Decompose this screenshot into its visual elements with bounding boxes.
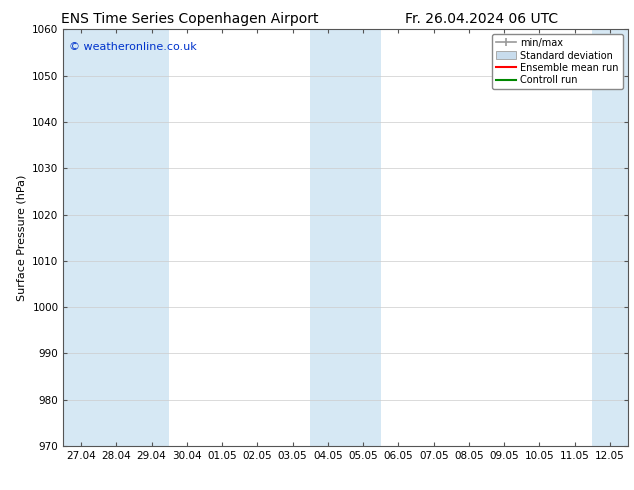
Y-axis label: Surface Pressure (hPa): Surface Pressure (hPa) <box>16 174 27 301</box>
Text: © weatheronline.co.uk: © weatheronline.co.uk <box>69 42 197 52</box>
Bar <box>310 29 346 446</box>
Bar <box>99 29 134 446</box>
Text: ENS Time Series Copenhagen Airport: ENS Time Series Copenhagen Airport <box>61 12 319 26</box>
Bar <box>63 29 99 446</box>
Bar <box>592 29 628 446</box>
Legend: min/max, Standard deviation, Ensemble mean run, Controll run: min/max, Standard deviation, Ensemble me… <box>492 34 623 89</box>
Bar <box>346 29 381 446</box>
Text: Fr. 26.04.2024 06 UTC: Fr. 26.04.2024 06 UTC <box>405 12 559 26</box>
Bar <box>134 29 169 446</box>
